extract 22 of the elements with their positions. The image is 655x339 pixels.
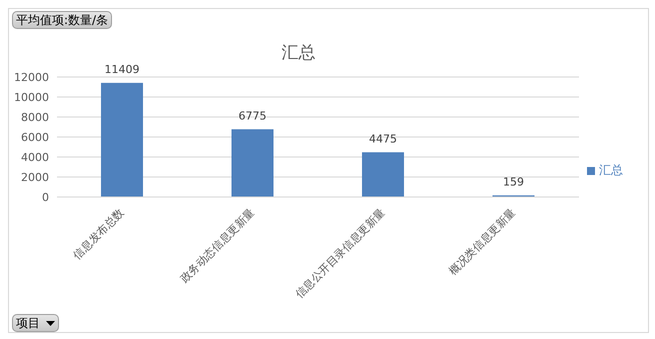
x-tick-label: 信息发布总数 — [70, 206, 127, 262]
bar — [232, 129, 274, 197]
text: 项目 — [16, 315, 40, 331]
y-tick-label: 4000 — [21, 150, 49, 164]
x-tick-label: 政务动态信息更新量 — [178, 206, 258, 286]
x-tick-label: 信息公开目录信息更新量 — [292, 206, 388, 301]
bar — [101, 82, 143, 197]
bar — [362, 152, 404, 197]
y-tick-label: 2000 — [21, 170, 49, 184]
legend-label: 汇总 — [599, 163, 623, 177]
y-tick-label: 10000 — [14, 90, 49, 104]
y-tick-label: 12000 — [14, 70, 49, 84]
x-tick-label: 概况类信息更新量 — [446, 206, 518, 278]
data-label: 6775 — [238, 109, 266, 122]
data-label: 4475 — [369, 132, 397, 146]
data-label: 11409 — [104, 62, 140, 76]
y-tick-label: 0 — [42, 190, 49, 204]
data-label: 159 — [503, 175, 524, 188]
chart-title: 汇总 — [280, 42, 316, 64]
y-tick-label: 6000 — [21, 130, 49, 144]
text: 平均值项:数量/条 — [12, 11, 112, 29]
y-tick-label: 8000 — [21, 110, 49, 124]
